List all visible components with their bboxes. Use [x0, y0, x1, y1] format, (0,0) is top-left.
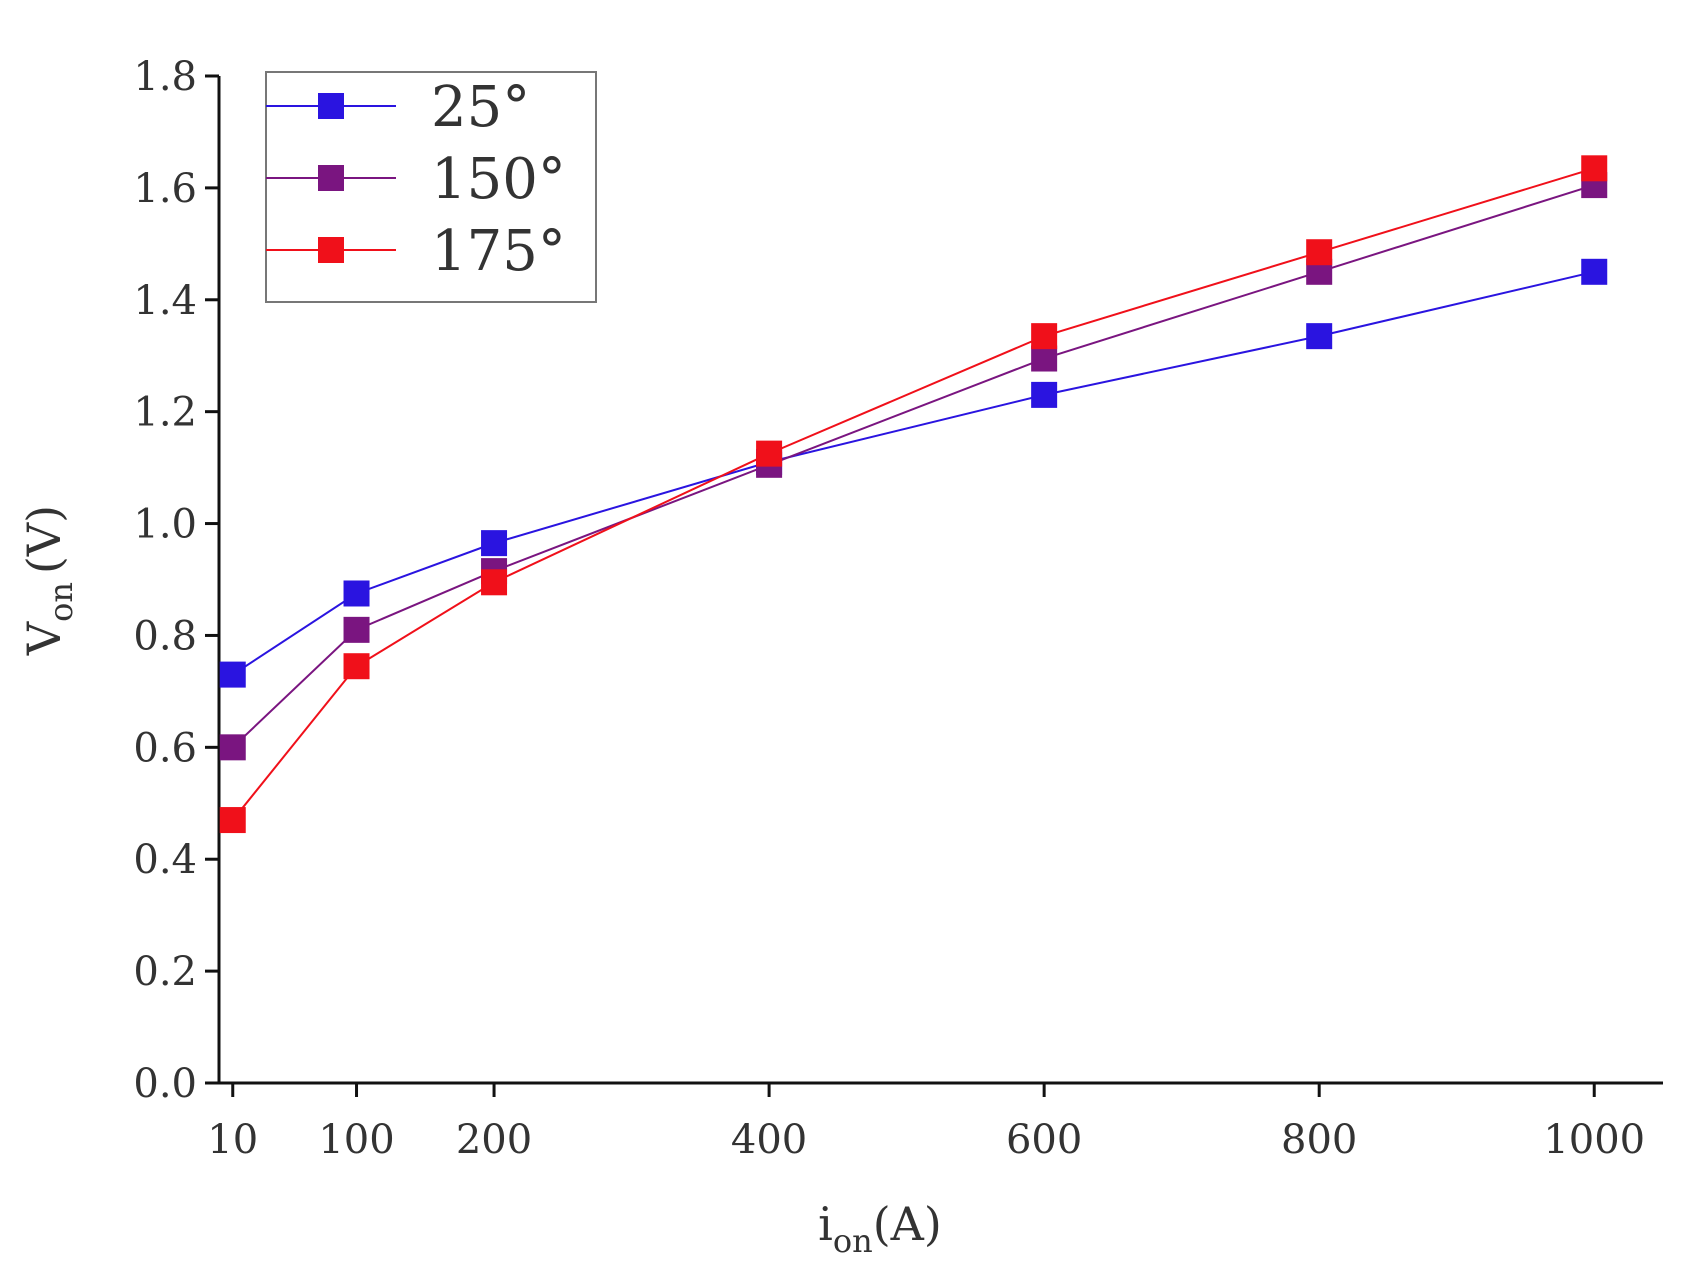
x-label-main: i — [818, 1197, 833, 1251]
series-line — [232, 270, 1595, 676]
y-tick-label: 1.4 — [133, 278, 197, 324]
legend-marker — [318, 165, 344, 191]
x-tick-label: 800 — [1281, 1117, 1357, 1163]
marker — [343, 653, 370, 680]
y-tick-label: 0.2 — [133, 949, 197, 995]
legend-marker — [318, 93, 344, 119]
x-label-sub: on — [833, 1222, 873, 1260]
marker — [1031, 345, 1058, 372]
y-label-unit: (V) — [17, 505, 71, 574]
marker — [481, 530, 508, 557]
legend-label: 150° — [431, 147, 566, 212]
y-axis-label: Von (V) — [17, 505, 80, 656]
marker — [1031, 381, 1058, 408]
x-axis-label: ion(A) — [818, 1197, 942, 1260]
y-tick-label: 0.0 — [133, 1061, 197, 1107]
marker — [219, 807, 246, 834]
x-tick-label: 100 — [318, 1117, 394, 1163]
y-tick-label: 0.8 — [133, 613, 197, 659]
x-tick-label: 400 — [731, 1117, 807, 1163]
y-tick-label: 1.8 — [133, 54, 197, 100]
marker — [481, 569, 508, 596]
y-tick-label: 0.6 — [133, 725, 197, 771]
marker — [343, 580, 370, 607]
x-tick-label: 10 — [207, 1117, 258, 1163]
x-label-unit: (A) — [873, 1197, 942, 1251]
marker — [1581, 155, 1608, 182]
y-tick-label: 1.6 — [133, 166, 197, 212]
x-tick-label: 200 — [456, 1117, 532, 1163]
marker — [219, 661, 246, 688]
legend-label: 25° — [431, 75, 530, 140]
legend-label: 175° — [431, 219, 566, 284]
marker — [1031, 323, 1058, 350]
y-label-main: V — [17, 621, 71, 656]
y-tick-label: 1.2 — [133, 390, 197, 436]
marker — [1306, 323, 1333, 350]
y-tick-label: 0.4 — [133, 837, 197, 883]
x-tick-label: 600 — [1006, 1117, 1082, 1163]
marker — [343, 616, 370, 643]
y-tick-label: 1.0 — [133, 502, 197, 548]
marker — [219, 734, 246, 761]
marker — [1306, 239, 1333, 266]
marker — [1581, 258, 1608, 285]
y-label-sub: on — [42, 582, 80, 622]
x-tick-label: 1000 — [1543, 1117, 1645, 1163]
marker — [756, 440, 783, 467]
legend-marker — [318, 237, 344, 263]
